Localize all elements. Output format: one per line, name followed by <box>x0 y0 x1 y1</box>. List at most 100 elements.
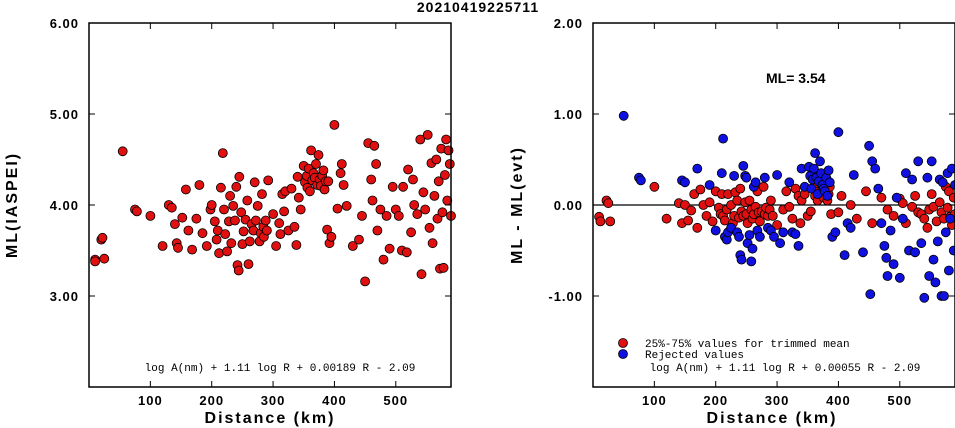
ml-point <box>329 120 340 130</box>
rejected-residual-point <box>910 247 920 258</box>
page-title: 20210419225711 <box>417 0 539 15</box>
rejected-residual-point <box>790 229 801 240</box>
accepted-residual-point <box>867 218 878 229</box>
ml-point <box>357 210 367 221</box>
rejected-residual-point <box>810 148 820 159</box>
rejected-residual-point <box>928 254 939 265</box>
ml-point <box>347 241 358 251</box>
rejected-residual-point <box>913 156 924 167</box>
rejected-residual-point <box>775 238 785 249</box>
rejected-residual-point <box>891 192 902 203</box>
rejected-residual-point <box>916 238 927 249</box>
ml-point <box>226 238 237 249</box>
ml-point <box>323 176 334 187</box>
rejected-residual-point <box>636 175 646 186</box>
ml-point <box>191 213 202 224</box>
ml-point <box>406 227 417 238</box>
right-legend: 25%-75% values for trimmed mean Rejected… <box>618 338 850 362</box>
rejected-residual-point <box>839 250 850 261</box>
ml-point <box>225 190 236 201</box>
ml-point <box>90 256 100 267</box>
rejected-residual-point <box>830 227 841 238</box>
ml-point <box>131 206 142 217</box>
ml-point <box>231 181 242 192</box>
ml-point <box>360 276 371 287</box>
rejected-residual-point <box>704 180 715 190</box>
rejected-residual-point <box>744 230 755 240</box>
ml-point <box>422 129 433 140</box>
ml-point <box>369 140 380 151</box>
ml-point <box>335 168 346 179</box>
rejected-residual-point <box>885 225 896 236</box>
rejected-residual-point <box>759 172 770 183</box>
rejected-residual-point <box>858 247 868 258</box>
accepted-residual-point <box>735 183 746 194</box>
accepted-residual-point <box>836 190 847 201</box>
rejected-residual-point <box>822 190 833 201</box>
rejected-residual-point <box>907 174 917 185</box>
ml-point <box>412 209 423 220</box>
y-tick-label: 5.00 <box>50 107 79 122</box>
left-formula: log A(nm) + 1.11 log R + 0.00189 R - 2.0… <box>145 363 416 375</box>
rejected-residual-point <box>848 170 859 180</box>
ml-point <box>318 165 329 176</box>
ml-point <box>416 269 427 280</box>
ml-point <box>341 200 352 211</box>
accepted-residual-point <box>595 216 606 227</box>
ml-point <box>387 181 398 192</box>
accepted-residual-point <box>861 186 871 197</box>
y-tick-label: 2.00 <box>554 16 583 31</box>
accepted-residual-point <box>922 222 933 233</box>
rejected-residual-point <box>769 231 779 242</box>
accepted-residual-point <box>876 192 887 203</box>
accepted-residual-point <box>897 198 908 209</box>
accepted-residual-point <box>701 210 712 221</box>
ml-point <box>222 246 233 257</box>
ml-point <box>242 195 253 206</box>
rejected-residual-point <box>680 177 690 188</box>
x-tick-label: 200 <box>703 393 728 408</box>
rejected-residual-point <box>741 172 752 183</box>
left-x-axis-label: Distance (km) <box>205 410 336 427</box>
ml-point <box>415 134 426 145</box>
right-y-axis-label: ML - ML(evt) <box>509 146 526 264</box>
accepted-residual-point <box>934 197 945 208</box>
accepted-residual-point <box>755 216 765 227</box>
ml-point <box>438 262 449 273</box>
rejected-residual-point <box>736 254 747 265</box>
y-tick-label: 1.00 <box>554 107 583 122</box>
rejected-residual-point <box>881 252 892 263</box>
accepted-residual-point <box>767 210 778 221</box>
ml-point <box>261 225 272 236</box>
rejected-residual-point <box>950 180 955 190</box>
left-panel: 100 200 300 400 500 3.00 4.00 5.00 6.00 Distance… <box>4 16 456 427</box>
rejected-residual-point <box>747 243 758 254</box>
rejected-residual-point <box>784 177 795 188</box>
rejected-residual-point <box>778 227 789 238</box>
x-tick-label: 500 <box>383 393 408 408</box>
ml-point <box>97 232 108 243</box>
rejected-residual-point <box>823 165 834 176</box>
right-formula: log A(nm) + 1.11 log R + 0.00055 R - 2.0… <box>650 363 921 375</box>
ml-point <box>427 238 438 249</box>
y-tick-label: -1.00 <box>548 289 583 304</box>
rejected-residual-point <box>772 170 782 180</box>
ml-point <box>319 184 330 195</box>
ml-point <box>250 215 261 226</box>
ml-point <box>403 164 414 175</box>
rejected-residual-point <box>738 160 749 171</box>
ml-point <box>157 241 168 251</box>
ml-point <box>263 175 274 186</box>
rejected-residual-point <box>937 177 948 188</box>
right-panel: 100 200 300 400 500 -1.00 0.00 1.00 2.00 ML= 3.5… <box>509 16 955 427</box>
ml-point <box>418 187 429 198</box>
accepted-residual-point <box>732 195 743 206</box>
ml-point <box>228 200 239 211</box>
ml-point <box>145 210 156 221</box>
ml-point <box>291 240 302 250</box>
ml-point <box>408 174 418 185</box>
ml-point <box>183 225 194 236</box>
ml-value-annotation: ML= 3.54 <box>766 70 826 86</box>
ml-point <box>354 234 364 245</box>
